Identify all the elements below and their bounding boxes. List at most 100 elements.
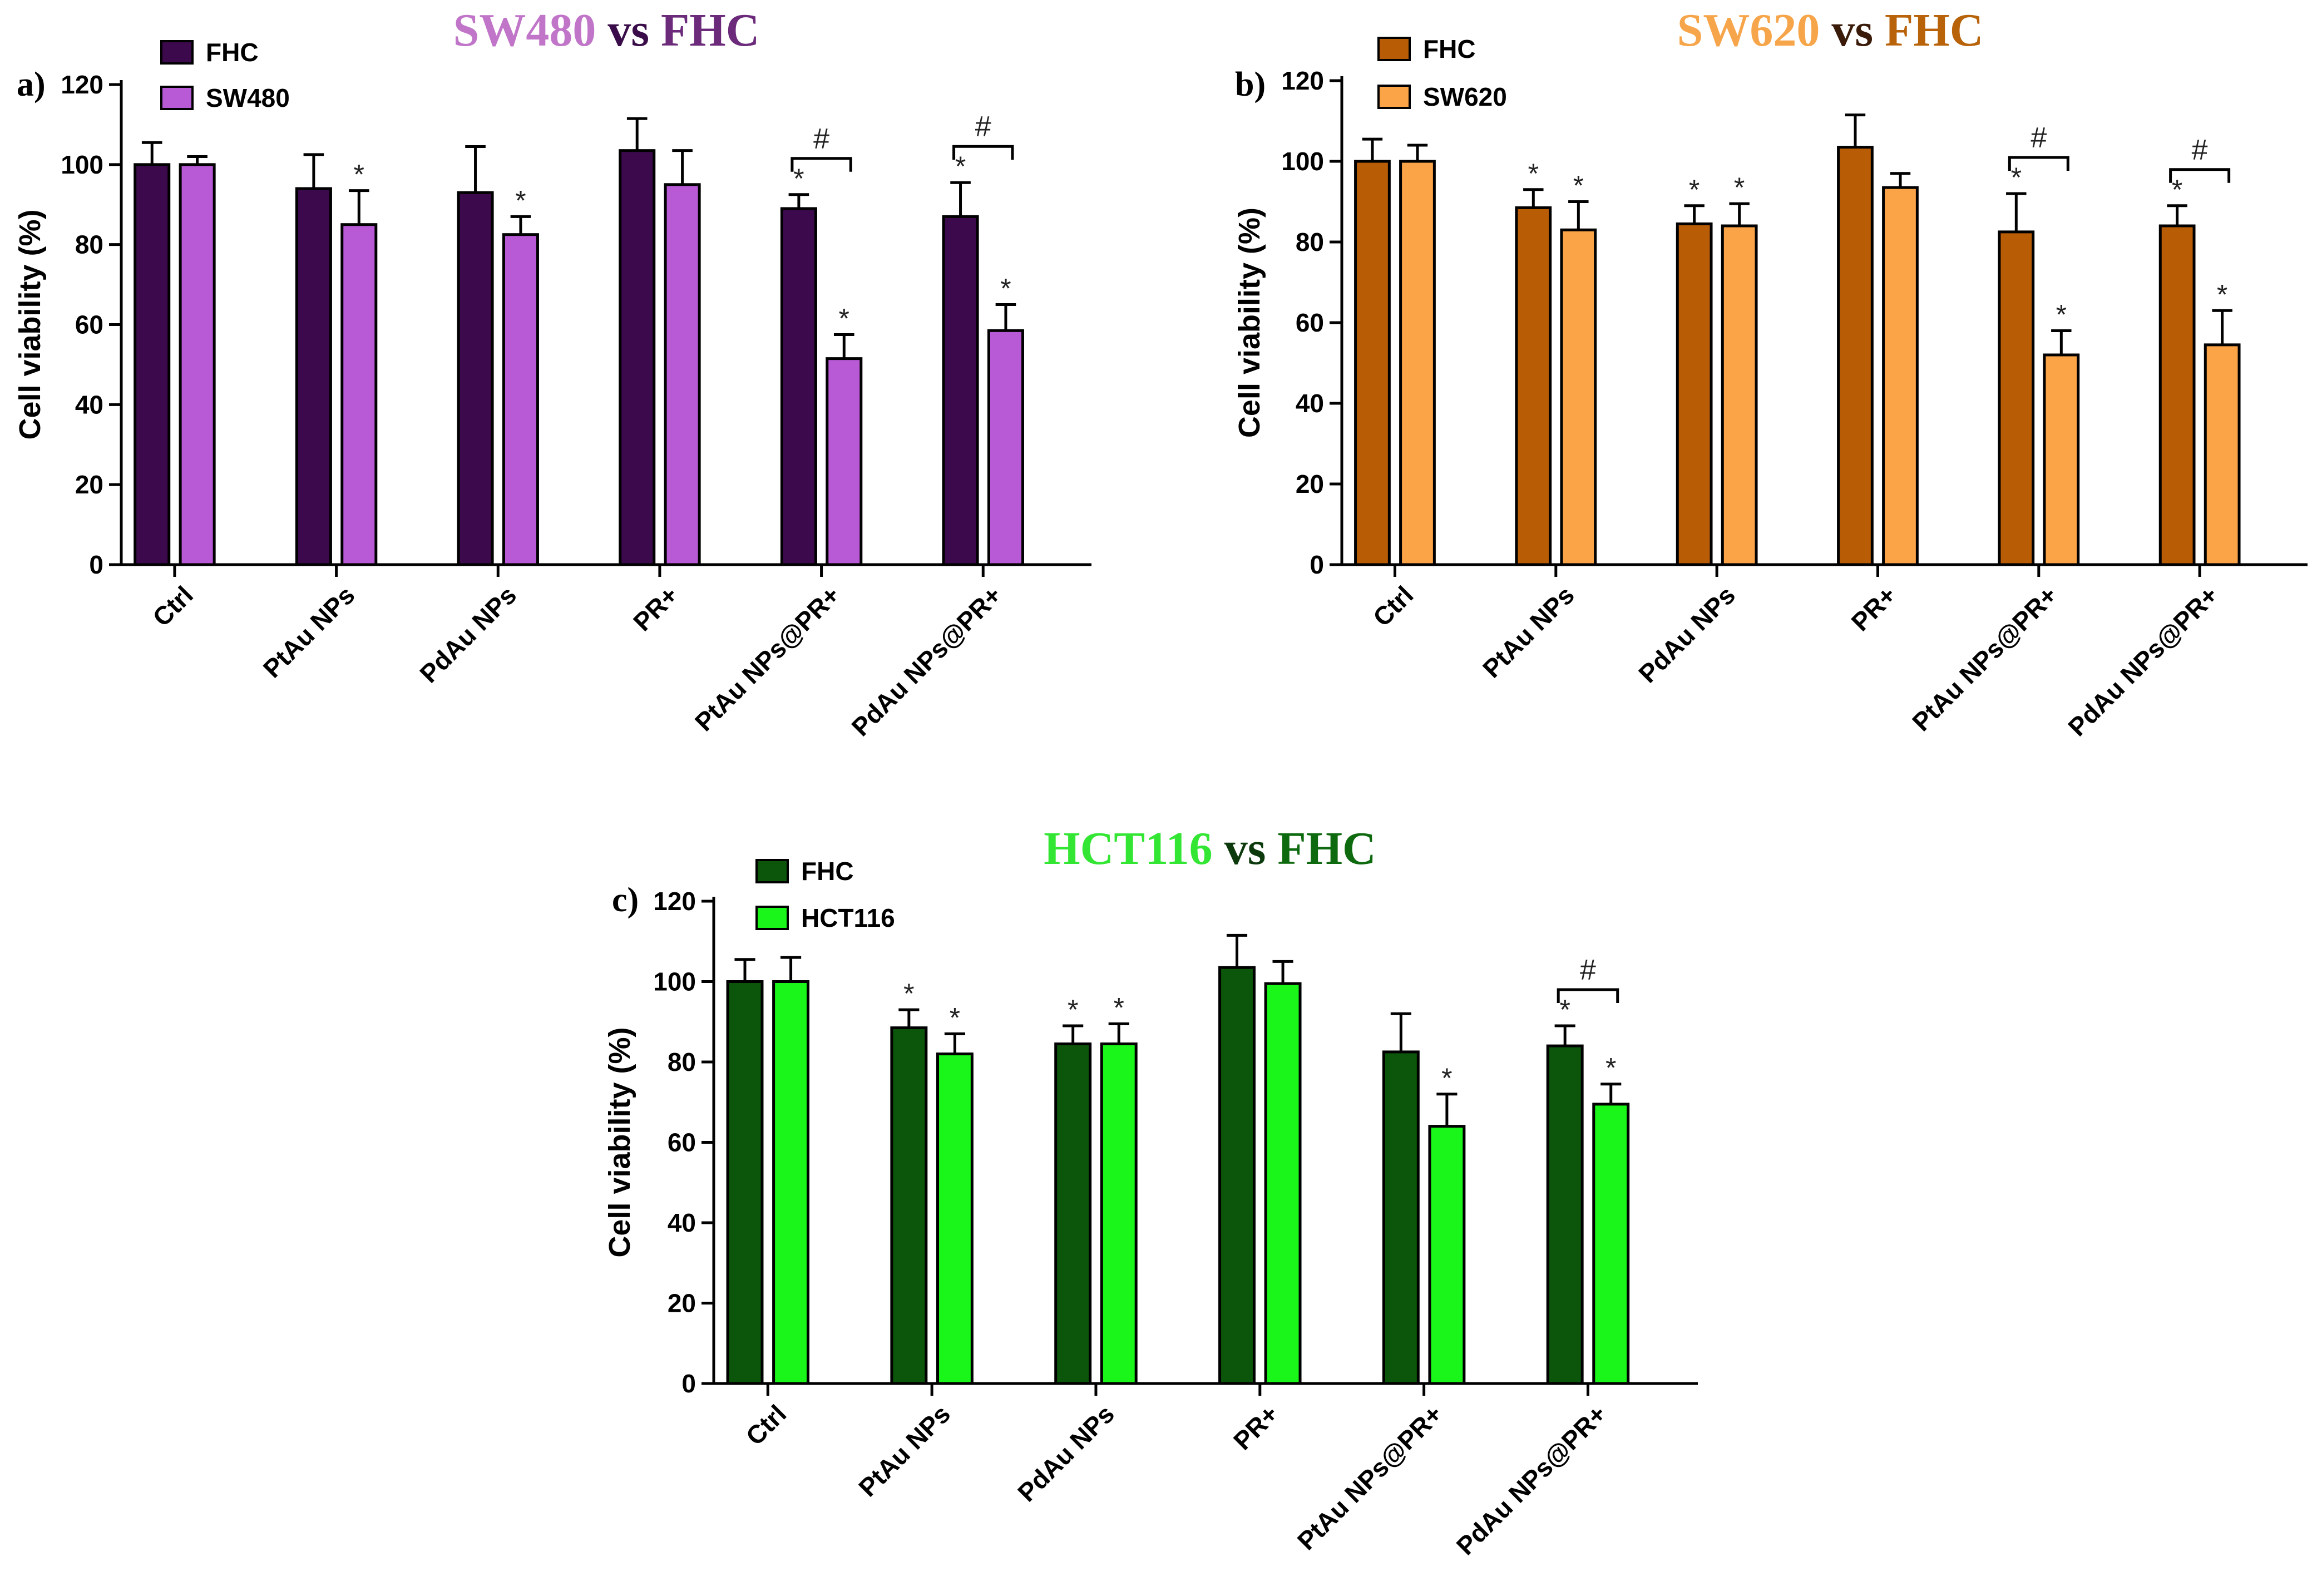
chart-title-part: vs: [1213, 823, 1266, 874]
x-tick-label: PR+: [1846, 580, 1902, 636]
y-tick-label: 20: [668, 1289, 696, 1318]
significance-star: *: [839, 303, 849, 334]
legend-label: FHC: [801, 857, 854, 886]
y-tick-label: 40: [75, 390, 103, 419]
bar: [1100, 1042, 1138, 1385]
significance-star: *: [950, 1002, 960, 1033]
x-tick-label: PtAu NPs@PR+: [1292, 1399, 1448, 1555]
chart-title-part: vs: [1820, 4, 1873, 56]
bar: [457, 191, 494, 566]
significance-star: *: [1573, 170, 1584, 201]
bar: [1837, 146, 1874, 566]
bar: [1721, 224, 1758, 566]
bar: [1354, 160, 1391, 566]
bar: [134, 163, 171, 566]
significance-star: *: [2011, 162, 2022, 193]
chart-title-part: FHC: [1873, 4, 1983, 56]
bar: [2158, 224, 2196, 566]
panel-letter: b): [1235, 66, 1266, 103]
bar: [1054, 1042, 1092, 1385]
hash-bracket: [2008, 156, 2069, 171]
x-tick-label: PtAu NPs@PR+: [689, 580, 846, 737]
bar: [890, 1026, 928, 1385]
y-tick-label: 0: [681, 1369, 696, 1398]
significance-star: *: [1441, 1063, 1452, 1094]
y-tick-label: 20: [75, 470, 103, 499]
bar: [1676, 222, 1713, 566]
significance-star: *: [1068, 994, 1078, 1025]
y-tick-label: 0: [1310, 550, 1324, 579]
bar: [772, 980, 810, 1385]
bar: [1546, 1044, 1584, 1385]
bar: [942, 215, 979, 566]
y-tick-label: 100: [1281, 147, 1324, 176]
bar: [1998, 230, 2035, 566]
bar: [2043, 353, 2080, 566]
significance-star: *: [354, 159, 364, 190]
y-tick-label: 40: [668, 1208, 696, 1237]
legend-swatch: [755, 906, 789, 930]
chart-title: HCT116 vs FHC: [1044, 823, 1376, 874]
hash-mark: #: [813, 123, 829, 155]
chart-title: SW620 vs FHC: [1677, 4, 1984, 56]
x-tick-label: PtAu NPs: [258, 580, 360, 683]
significance-star: *: [1734, 172, 1745, 203]
chart-panel-3: HCT116 vs FHC c) Cell viability (%) 0 20 40 60…: [603, 823, 1698, 1560]
legend-label: SW620: [1423, 82, 1507, 111]
bar: [340, 223, 378, 566]
bar: [1428, 1125, 1466, 1385]
y-tick-label: 120: [653, 887, 696, 916]
significance-star: *: [1000, 273, 1011, 304]
significance-star: *: [903, 978, 914, 1009]
x-tick-label: PtAu NPs: [853, 1399, 956, 1502]
significance-star: *: [1559, 994, 1570, 1025]
x-tick-label: PdAu NPs: [1633, 580, 1741, 688]
bar: [179, 163, 216, 566]
bar: [726, 980, 764, 1385]
significance-star: *: [515, 185, 526, 216]
x-tick-label: Ctrl: [740, 1399, 792, 1451]
hash-bracket: [1557, 988, 1619, 1003]
bar: [295, 187, 332, 566]
x-tick-label: PdAu NPs@PR+: [1451, 1399, 1612, 1560]
x-tick-label: PR+: [1228, 1399, 1284, 1455]
x-tick-label: PdAu NPs@PR+: [846, 580, 1007, 742]
hash-mark: #: [975, 111, 991, 143]
significance-star: *: [955, 151, 966, 182]
significance-star: *: [1114, 992, 1124, 1023]
panel-letter: c): [612, 881, 639, 919]
hash-bracket: [952, 145, 1014, 160]
panel-letter: a): [17, 66, 46, 103]
y-tick-label: 20: [1296, 470, 1324, 498]
bar: [936, 1053, 974, 1385]
bar: [1592, 1103, 1630, 1385]
x-tick-label: PdAu NPs: [1012, 1399, 1120, 1507]
x-tick-label: PtAu NPs@PR+: [1906, 580, 2063, 737]
x-tick-label: PR+: [628, 580, 684, 636]
chart-title-part: vs: [596, 4, 649, 56]
legend-label: FHC: [1423, 34, 1476, 63]
legend-swatch: [755, 859, 789, 883]
y-tick-label: 100: [653, 967, 696, 996]
legend-label: HCT116: [801, 903, 895, 932]
hash-bracket: [791, 157, 852, 172]
bar: [826, 357, 863, 566]
hash-bracket: [2169, 168, 2231, 183]
bar: [1264, 982, 1302, 1385]
legend-label: SW480: [206, 83, 290, 112]
chart-title-part: SW480: [453, 4, 596, 56]
bar: [2204, 343, 2241, 566]
x-tick-label: PdAu NPs@PR+: [2062, 580, 2224, 742]
significance-star: *: [1528, 158, 1539, 189]
hash-mark: #: [2031, 122, 2047, 154]
y-tick-label: 0: [89, 550, 103, 579]
x-tick-label: PtAu NPs: [1477, 580, 1580, 683]
bar: [780, 207, 817, 566]
bar: [664, 183, 701, 566]
chart-panel-1: SW480 vs FHC a) Cell viability (%) 0 20 40 60 8…: [13, 4, 1091, 742]
chart-panel-2: SW620 vs FHC b) Cell viability (%) 0 20 40 60 8…: [1233, 4, 2308, 742]
y-axis-label: Cell viability (%): [603, 1027, 636, 1257]
legend-swatch: [1377, 37, 1411, 61]
bar: [502, 233, 539, 566]
hash-mark: #: [1580, 954, 1596, 986]
